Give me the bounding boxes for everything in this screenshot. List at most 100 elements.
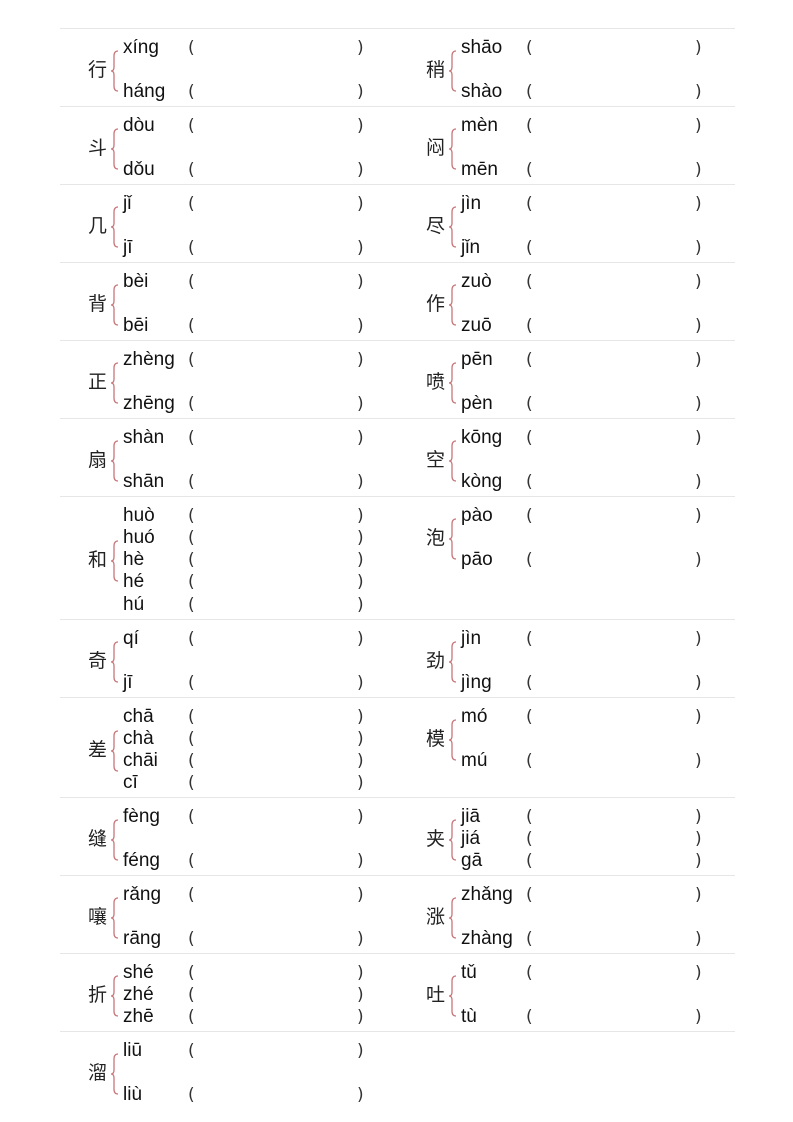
answer-blank-close-paren[interactable]: ) xyxy=(695,316,702,336)
answer-blank-open-paren[interactable]: ( xyxy=(188,115,195,136)
answer-blank-open-paren[interactable]: ( xyxy=(526,37,533,58)
answer-blank-close-paren[interactable]: ) xyxy=(695,673,702,693)
answer-blank-open-paren[interactable]: ( xyxy=(188,550,195,571)
answer-blank-close-paren[interactable]: ) xyxy=(695,472,702,492)
answer-blank-open-paren[interactable]: ( xyxy=(188,984,195,1005)
answer-blank-open-paren[interactable]: ( xyxy=(188,1007,195,1028)
answer-blank-open-paren[interactable]: ( xyxy=(526,193,533,214)
answer-blank-open-paren[interactable]: ( xyxy=(526,828,533,849)
answer-blank-close-paren[interactable]: ) xyxy=(357,851,364,871)
answer-blank-open-paren[interactable]: ( xyxy=(188,316,195,336)
answer-blank-close-paren[interactable]: ) xyxy=(695,884,702,905)
answer-blank-close-paren[interactable]: ) xyxy=(357,271,364,292)
answer-blank-open-paren[interactable]: ( xyxy=(188,773,195,794)
answer-blank-close-paren[interactable]: ) xyxy=(357,572,364,593)
answer-blank-close-paren[interactable]: ) xyxy=(695,349,702,370)
answer-blank-open-paren[interactable]: ( xyxy=(188,1085,195,1105)
answer-blank-close-paren[interactable]: ) xyxy=(357,115,364,136)
answer-blank-open-paren[interactable]: ( xyxy=(188,427,195,448)
answer-blank-close-paren[interactable]: ) xyxy=(357,527,364,548)
answer-blank-open-paren[interactable]: ( xyxy=(526,929,533,949)
answer-blank-open-paren[interactable]: ( xyxy=(188,505,195,526)
answer-blank-open-paren[interactable]: ( xyxy=(188,628,195,649)
answer-blank-close-paren[interactable]: ) xyxy=(357,929,364,949)
answer-blank-close-paren[interactable]: ) xyxy=(357,427,364,448)
answer-blank-open-paren[interactable]: ( xyxy=(526,160,533,180)
answer-blank-close-paren[interactable]: ) xyxy=(695,115,702,136)
answer-blank-open-paren[interactable]: ( xyxy=(526,851,533,872)
answer-blank-close-paren[interactable]: ) xyxy=(357,1007,364,1028)
answer-blank-open-paren[interactable]: ( xyxy=(526,505,533,526)
answer-blank-open-paren[interactable]: ( xyxy=(526,673,533,693)
answer-blank-open-paren[interactable]: ( xyxy=(188,238,195,258)
answer-blank-close-paren[interactable]: ) xyxy=(357,728,364,749)
answer-blank-close-paren[interactable]: ) xyxy=(357,984,364,1005)
answer-blank-open-paren[interactable]: ( xyxy=(526,962,533,983)
answer-blank-open-paren[interactable]: ( xyxy=(526,238,533,258)
answer-blank-open-paren[interactable]: ( xyxy=(526,706,533,727)
answer-blank-close-paren[interactable]: ) xyxy=(695,550,702,570)
answer-blank-close-paren[interactable]: ) xyxy=(695,193,702,214)
answer-blank-open-paren[interactable]: ( xyxy=(526,427,533,448)
answer-blank-open-paren[interactable]: ( xyxy=(526,884,533,905)
answer-blank-open-paren[interactable]: ( xyxy=(188,82,195,102)
answer-blank-close-paren[interactable]: ) xyxy=(357,1085,364,1105)
answer-blank-close-paren[interactable]: ) xyxy=(695,1007,702,1027)
answer-blank-open-paren[interactable]: ( xyxy=(188,572,195,593)
answer-blank-open-paren[interactable]: ( xyxy=(188,193,195,214)
answer-blank-open-paren[interactable]: ( xyxy=(188,594,195,615)
answer-blank-open-paren[interactable]: ( xyxy=(188,472,195,492)
answer-blank-close-paren[interactable]: ) xyxy=(357,594,364,615)
answer-blank-open-paren[interactable]: ( xyxy=(526,1007,533,1027)
answer-blank-open-paren[interactable]: ( xyxy=(188,751,195,772)
answer-blank-open-paren[interactable]: ( xyxy=(188,349,195,370)
answer-blank-open-paren[interactable]: ( xyxy=(526,472,533,492)
answer-blank-open-paren[interactable]: ( xyxy=(526,316,533,336)
answer-blank-close-paren[interactable]: ) xyxy=(695,82,702,102)
answer-blank-close-paren[interactable]: ) xyxy=(357,349,364,370)
answer-blank-close-paren[interactable]: ) xyxy=(357,505,364,526)
answer-blank-open-paren[interactable]: ( xyxy=(526,628,533,649)
answer-blank-open-paren[interactable]: ( xyxy=(188,962,195,983)
answer-blank-close-paren[interactable]: ) xyxy=(357,673,364,693)
answer-blank-close-paren[interactable]: ) xyxy=(695,37,702,58)
answer-blank-close-paren[interactable]: ) xyxy=(695,962,702,983)
answer-blank-close-paren[interactable]: ) xyxy=(695,851,702,872)
answer-blank-close-paren[interactable]: ) xyxy=(357,706,364,727)
answer-blank-close-paren[interactable]: ) xyxy=(695,238,702,258)
answer-blank-open-paren[interactable]: ( xyxy=(526,550,533,570)
answer-blank-close-paren[interactable]: ) xyxy=(357,316,364,336)
answer-blank-close-paren[interactable]: ) xyxy=(695,427,702,448)
answer-blank-close-paren[interactable]: ) xyxy=(357,1040,364,1061)
answer-blank-open-paren[interactable]: ( xyxy=(526,82,533,102)
answer-blank-close-paren[interactable]: ) xyxy=(695,706,702,727)
answer-blank-close-paren[interactable]: ) xyxy=(357,806,364,827)
answer-blank-open-paren[interactable]: ( xyxy=(188,851,195,871)
answer-blank-close-paren[interactable]: ) xyxy=(695,806,702,827)
answer-blank-open-paren[interactable]: ( xyxy=(526,751,533,771)
answer-blank-open-paren[interactable]: ( xyxy=(526,806,533,827)
answer-blank-close-paren[interactable]: ) xyxy=(357,193,364,214)
answer-blank-open-paren[interactable]: ( xyxy=(188,806,195,827)
answer-blank-close-paren[interactable]: ) xyxy=(357,550,364,571)
answer-blank-close-paren[interactable]: ) xyxy=(357,160,364,180)
answer-blank-open-paren[interactable]: ( xyxy=(188,1040,195,1061)
answer-blank-close-paren[interactable]: ) xyxy=(695,828,702,849)
answer-blank-close-paren[interactable]: ) xyxy=(357,37,364,58)
answer-blank-close-paren[interactable]: ) xyxy=(357,472,364,492)
answer-blank-close-paren[interactable]: ) xyxy=(357,394,364,414)
answer-blank-close-paren[interactable]: ) xyxy=(695,929,702,949)
answer-blank-open-paren[interactable]: ( xyxy=(188,160,195,180)
answer-blank-open-paren[interactable]: ( xyxy=(188,929,195,949)
answer-blank-open-paren[interactable]: ( xyxy=(188,706,195,727)
answer-blank-close-paren[interactable]: ) xyxy=(357,751,364,772)
answer-blank-open-paren[interactable]: ( xyxy=(526,349,533,370)
answer-blank-open-paren[interactable]: ( xyxy=(188,884,195,905)
answer-blank-open-paren[interactable]: ( xyxy=(188,673,195,693)
answer-blank-close-paren[interactable]: ) xyxy=(695,628,702,649)
answer-blank-close-paren[interactable]: ) xyxy=(357,82,364,102)
answer-blank-close-paren[interactable]: ) xyxy=(357,628,364,649)
answer-blank-close-paren[interactable]: ) xyxy=(695,505,702,526)
answer-blank-close-paren[interactable]: ) xyxy=(357,884,364,905)
answer-blank-open-paren[interactable]: ( xyxy=(526,394,533,414)
